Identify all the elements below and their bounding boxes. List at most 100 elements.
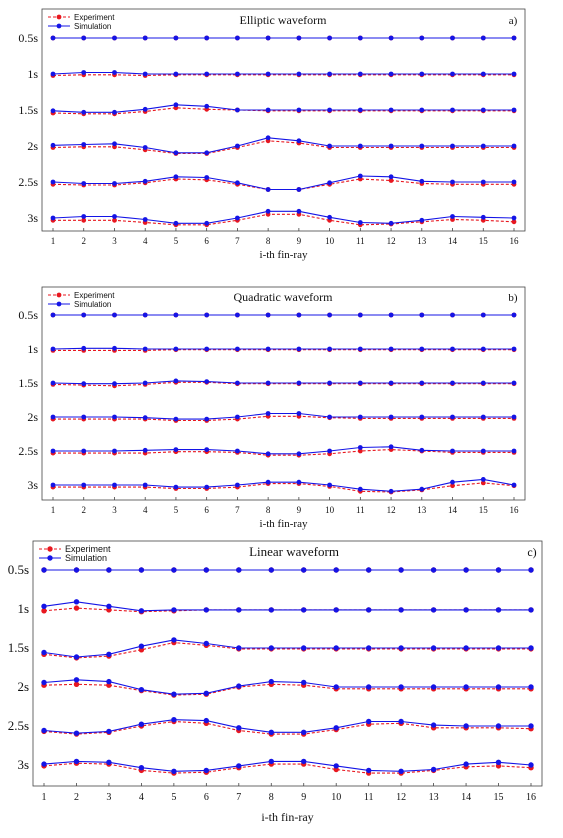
simulation-point [268,607,274,613]
simulation-point [357,173,363,179]
simulation-point [480,71,486,77]
x-tick-label: 12 [396,792,406,803]
simulation-point [463,567,469,573]
x-tick-label: 13 [417,505,427,515]
simulation-point [480,380,486,386]
simulation-point [327,380,332,386]
simulation-point [138,643,145,649]
simulation-point [333,645,339,651]
experiment-series-line [43,642,531,659]
simulation-point [171,637,177,643]
simulation-point [357,107,363,113]
simulation-point [173,35,179,41]
simulation-point [450,312,455,318]
simulation-point [296,312,302,318]
simulation-point [366,607,372,613]
simulation-point [495,567,502,573]
simulation-point [357,414,363,420]
simulation-point [73,677,80,683]
panel-label: b) [508,292,518,304]
simulation-point [112,312,117,318]
x-tick-label: 11 [356,505,365,515]
simulation-point [112,70,117,75]
x-tick-label: 3 [112,505,117,515]
simulation-point [112,141,117,147]
simulation-point [301,758,307,765]
x-tick-label: 10 [331,792,341,803]
simulation-point [138,765,145,771]
simulation-point [333,725,339,731]
x-tick-label: 15 [479,236,489,246]
simulation-point [173,447,179,452]
simulation-point [366,567,372,573]
simulation-point [511,215,517,221]
simulation-point [419,346,425,352]
simulation-point [171,567,177,573]
simulation-point [265,187,271,192]
simulation-point [50,482,56,488]
simulation-point [112,214,117,219]
simulation-point [333,684,339,690]
row-label: 0.5s [18,31,38,45]
legend-simulation-marker [56,23,62,29]
simulation-point [528,723,534,729]
row-label: 0.5s [8,562,29,577]
x-tick-label: 8 [266,236,271,246]
simulation-point [511,35,517,41]
row-label: 0.5s [18,308,38,322]
simulation-point [388,380,394,386]
simulation-point [173,174,179,180]
simulation-series-line [43,639,531,658]
simulation-point [142,346,148,352]
simulation-point [235,414,240,420]
simulation-point [204,103,210,109]
simulation-point [142,35,148,41]
simulation-point [388,71,394,77]
simulation-point [398,718,404,725]
simulation-point [235,107,240,113]
simulation-point [528,607,534,613]
x-tick-label: 14 [448,236,458,246]
experiment-series-line [52,178,514,191]
simulation-point [419,414,425,420]
simulation-point [204,416,210,422]
simulation-point [204,150,210,156]
simulation-series-line [53,446,514,455]
simulation-point [388,174,394,180]
simulation-point [236,567,242,573]
simulation-point [236,607,242,613]
x-tick-label: 1 [42,792,47,803]
legend-simulation-label: Simulation [74,300,111,309]
simulation-point [430,684,437,690]
row-label: 2.5s [18,444,38,458]
simulation-series-line [52,175,514,191]
simulation-point [333,763,339,769]
experiment-series-line [52,381,514,387]
simulation-series-line [52,210,515,224]
simulation-point [333,567,339,573]
simulation-point [235,180,240,186]
simulation-point [81,109,87,115]
simulation-point [419,143,425,149]
simulation-point [398,567,404,573]
simulation-point [173,150,179,156]
simulation-point [204,35,210,41]
simulation-point [430,607,437,613]
x-tick-label: 1 [51,236,56,246]
simulation-point [50,414,56,420]
x-tick-label: 15 [494,792,504,803]
simulation-point [327,414,332,420]
simulation-point [73,654,80,660]
simulation-point [171,607,177,613]
x-tick-label: 2 [81,236,86,246]
x-tick-label: 16 [526,792,536,803]
simulation-point [301,567,307,573]
simulation-point [430,722,437,728]
simulation-point [203,767,209,774]
simulation-point [357,380,363,386]
simulation-point [112,35,117,41]
simulation-point [142,71,148,77]
x-tick-label: 11 [356,236,365,246]
